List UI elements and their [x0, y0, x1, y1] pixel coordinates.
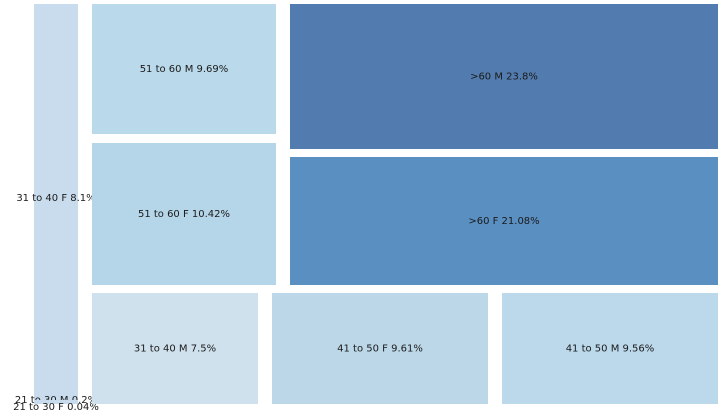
tile-21-to-30-m [34, 392, 78, 400]
tile-51-to-60-m [92, 4, 276, 134]
tile-label-31-to-40-f: 31 to 40 F 8.1% [16, 193, 95, 204]
tile-41-to-50-m [502, 293, 718, 404]
tile-label-gt-60-m: >60 M 23.8% [470, 72, 538, 83]
tile-21-to-30-f [34, 400, 78, 404]
tile-gt-60-f [290, 157, 718, 285]
tile-label-21-to-30-f: 21 to 30 F 0.04% [13, 402, 99, 413]
tile-label-31-to-40-m: 31 to 40 M 7.5% [134, 344, 216, 355]
tile-31-to-40-f [34, 4, 78, 392]
tile-51-to-60-f [92, 143, 276, 285]
tile-gt-60-m [290, 4, 718, 149]
tile-label-51-to-60-m: 51 to 60 M 9.69% [140, 64, 229, 75]
tile-label-51-to-60-f: 51 to 60 F 10.42% [138, 209, 230, 220]
tile-label-41-to-50-m: 41 to 50 M 9.56% [566, 344, 655, 355]
tile-label-41-to-50-f: 41 to 50 F 9.61% [337, 344, 423, 355]
tile-label-gt-60-f: >60 F 21.08% [468, 216, 539, 227]
tile-31-to-40-m [92, 293, 258, 404]
tile-41-to-50-f [272, 293, 488, 404]
